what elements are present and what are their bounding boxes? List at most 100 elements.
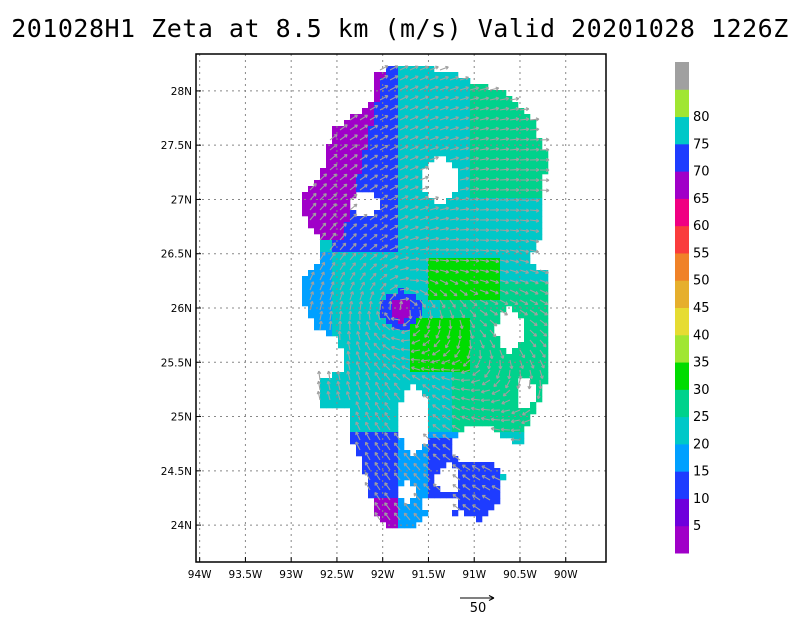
field-cell xyxy=(368,456,375,463)
field-cell xyxy=(362,288,369,295)
wind-vector xyxy=(439,216,450,221)
field-cell xyxy=(386,474,393,481)
field-cell xyxy=(518,228,525,235)
field-cell xyxy=(398,288,405,295)
field-cell xyxy=(350,168,357,175)
field-cell xyxy=(416,204,423,211)
field-cell xyxy=(482,402,489,409)
wind-vector xyxy=(329,271,335,281)
field-cell xyxy=(350,312,357,319)
field-cell xyxy=(494,360,501,367)
wind-vector xyxy=(319,193,327,201)
field-cell xyxy=(458,360,465,367)
colorbar-label: 20 xyxy=(693,437,710,452)
field-cell xyxy=(536,312,543,319)
field-cell xyxy=(350,222,357,229)
field-cell xyxy=(314,282,321,289)
wind-vector xyxy=(469,126,480,131)
field-cell xyxy=(380,162,387,169)
field-cell xyxy=(482,228,489,235)
field-cell xyxy=(512,150,519,157)
field-cell xyxy=(470,216,477,223)
colorbar-label: 25 xyxy=(693,410,710,425)
wind-vector xyxy=(347,320,352,331)
field-cell xyxy=(452,246,459,253)
field-cell xyxy=(434,228,441,235)
field-cell xyxy=(404,456,411,463)
field-cell xyxy=(422,474,429,481)
field-cell xyxy=(398,72,405,79)
field-cell xyxy=(398,480,405,487)
field-cell xyxy=(422,102,429,109)
wind-vector xyxy=(470,406,481,411)
field-cell xyxy=(404,156,411,163)
field-cell xyxy=(380,270,387,277)
wind-vector xyxy=(379,234,388,241)
wind-vector xyxy=(399,225,409,231)
field-cell xyxy=(494,414,501,421)
wind-vector xyxy=(339,183,348,191)
wind-vector xyxy=(529,228,540,234)
field-cell xyxy=(410,360,417,367)
field-cell xyxy=(482,354,489,361)
field-cell xyxy=(392,402,399,409)
field-cell xyxy=(452,300,459,307)
wind-vector xyxy=(499,289,509,295)
field-cell xyxy=(476,198,483,205)
field-cell xyxy=(374,228,381,235)
field-cell xyxy=(506,420,513,427)
field-cell xyxy=(344,216,351,223)
wind-vector xyxy=(469,329,474,340)
wind-vector xyxy=(379,105,389,111)
wind-vector xyxy=(509,198,520,203)
field-cell xyxy=(362,354,369,361)
field-cell xyxy=(320,216,327,223)
field-cell xyxy=(518,138,525,145)
wind-vector xyxy=(389,235,399,241)
wind-vector xyxy=(359,154,368,161)
wind-vector xyxy=(429,247,440,252)
field-cell xyxy=(344,276,351,283)
wind-vector xyxy=(393,442,401,451)
field-cell xyxy=(374,504,381,511)
field-cell xyxy=(404,72,411,79)
wind-vector xyxy=(539,329,548,337)
field-cell xyxy=(446,96,453,103)
field-cell xyxy=(422,120,429,127)
field-cell xyxy=(320,168,327,175)
field-cell xyxy=(362,126,369,133)
wind-vector xyxy=(364,351,371,361)
field-cell xyxy=(470,252,477,259)
field-cell xyxy=(464,504,471,511)
colorbar-swatch xyxy=(675,443,689,472)
field-cell xyxy=(476,144,483,151)
field-cell xyxy=(494,264,501,271)
wind-vector xyxy=(539,319,548,327)
field-cell xyxy=(416,324,423,331)
field-cell xyxy=(518,198,525,205)
field-cell xyxy=(386,360,393,367)
wind-vector xyxy=(359,291,365,301)
field-cell xyxy=(398,252,405,259)
field-cell xyxy=(518,240,525,247)
field-cell xyxy=(518,156,525,163)
wind-vector xyxy=(359,272,366,281)
field-cell xyxy=(362,402,369,409)
wind-vector xyxy=(329,133,338,141)
field-cell xyxy=(464,306,471,313)
field-cell xyxy=(464,102,471,109)
wind-vector xyxy=(499,259,510,264)
field-cell xyxy=(500,210,507,217)
field-cell xyxy=(518,210,525,217)
field-cell xyxy=(512,384,519,391)
field-cell xyxy=(530,186,537,193)
field-cell xyxy=(470,150,477,157)
wind-vector xyxy=(489,329,497,338)
field-cell xyxy=(488,504,495,511)
field-cell xyxy=(398,372,405,379)
field-cell xyxy=(350,426,357,433)
wind-vector xyxy=(400,356,411,361)
field-cell xyxy=(482,252,489,259)
field-cell xyxy=(500,180,507,187)
field-cell xyxy=(434,306,441,313)
